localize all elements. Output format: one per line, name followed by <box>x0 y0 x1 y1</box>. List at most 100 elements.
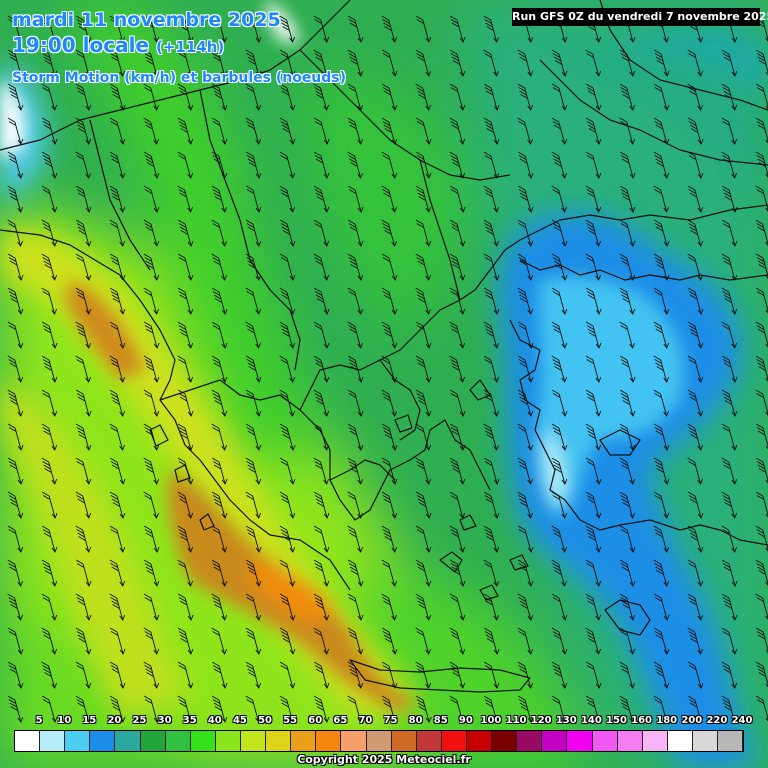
wind-barb <box>619 491 636 519</box>
wind-barb <box>415 185 432 213</box>
wind-barb <box>313 457 330 485</box>
wind-barb <box>143 695 160 723</box>
wind-barb <box>449 49 466 77</box>
wind-barb <box>585 253 602 281</box>
wind-barb <box>41 253 58 281</box>
wind-barb <box>755 83 768 110</box>
wind-barb <box>585 355 602 383</box>
wind-barb <box>313 15 330 43</box>
wind-barb <box>109 83 126 111</box>
wind-barb <box>245 83 262 111</box>
wind-barb <box>517 423 534 451</box>
wind-barb <box>449 593 466 621</box>
legend-swatch <box>466 731 493 751</box>
wind-barb <box>75 389 92 417</box>
wind-barb <box>279 287 296 315</box>
wind-barb <box>755 49 768 76</box>
wind-barb <box>177 491 194 519</box>
wind-barb <box>483 49 500 77</box>
wind-barb <box>585 525 602 553</box>
wind-barb <box>551 287 568 315</box>
wind-barb <box>245 219 262 247</box>
wind-barb <box>177 389 194 417</box>
wind-barb <box>211 151 228 179</box>
wind-barb <box>245 253 262 281</box>
wind-barb <box>313 661 330 689</box>
wind-barb <box>245 491 262 519</box>
wind-barb <box>7 185 24 213</box>
wind-barb <box>75 355 92 383</box>
wind-barb <box>755 695 768 722</box>
wind-barb <box>143 423 160 451</box>
legend-swatch <box>291 731 317 751</box>
wind-barb <box>381 355 398 383</box>
legend-swatch <box>316 731 342 751</box>
wind-barb <box>721 457 738 485</box>
wind-barb <box>109 389 126 417</box>
wind-barb <box>177 219 194 247</box>
wind-barb <box>755 219 768 246</box>
wind-barb <box>619 661 636 689</box>
wind-barb <box>245 15 262 43</box>
wind-barb <box>211 83 228 111</box>
wind-barb <box>279 185 296 213</box>
wind-barb <box>279 49 296 77</box>
wind-barb <box>449 695 466 723</box>
wind-barb <box>75 593 92 621</box>
wind-barb <box>279 83 296 111</box>
legend-swatch <box>667 731 693 751</box>
wind-barb <box>585 559 602 587</box>
wind-barb <box>7 457 24 485</box>
wind-barb <box>7 389 24 417</box>
wind-barb <box>755 627 768 654</box>
wind-barb <box>653 627 670 655</box>
wind-barb <box>551 661 568 689</box>
wind-barb <box>483 321 500 349</box>
wind-barb <box>755 287 768 314</box>
wind-barb <box>721 389 738 417</box>
wind-barb <box>381 253 398 281</box>
wind-barb <box>619 219 636 247</box>
legend-swatch <box>341 731 367 751</box>
legend-swatch <box>416 731 442 751</box>
wind-barb <box>7 423 24 451</box>
wind-barb <box>7 151 24 179</box>
wind-barb <box>483 389 500 417</box>
wind-barb <box>381 151 398 179</box>
wind-barb <box>687 457 704 485</box>
wind-barb <box>245 117 262 145</box>
legend-tick-label: 40 <box>207 715 222 726</box>
wind-barb <box>109 491 126 519</box>
wind-barb <box>381 49 398 77</box>
wind-barb <box>109 627 126 655</box>
wind-barb <box>551 525 568 553</box>
wind-barb <box>755 253 768 280</box>
wind-barb <box>245 593 262 621</box>
wind-barb <box>755 661 768 688</box>
wind-barb <box>41 559 58 587</box>
wind-barb <box>7 287 24 315</box>
wind-barb <box>211 355 228 383</box>
wind-barb <box>313 287 330 315</box>
wind-barb <box>143 661 160 689</box>
wind-barb <box>177 355 194 383</box>
wind-barb <box>347 185 364 213</box>
wind-barb <box>551 559 568 587</box>
wind-barb <box>415 559 432 587</box>
wind-barb <box>517 219 534 247</box>
wind-barb <box>143 185 160 213</box>
wind-barb <box>347 287 364 315</box>
wind-barb <box>75 491 92 519</box>
wind-barb <box>211 321 228 349</box>
wind-barb <box>755 457 768 484</box>
wind-barb <box>279 695 296 723</box>
wind-barb <box>143 389 160 417</box>
wind-barb <box>245 389 262 417</box>
wind-barb <box>211 389 228 417</box>
wind-barb <box>211 49 228 77</box>
wind-barb <box>585 423 602 451</box>
legend-swatch <box>617 731 643 751</box>
wind-barb <box>585 219 602 247</box>
wind-barb <box>313 117 330 145</box>
legend-tick-label: 240 <box>731 715 753 726</box>
